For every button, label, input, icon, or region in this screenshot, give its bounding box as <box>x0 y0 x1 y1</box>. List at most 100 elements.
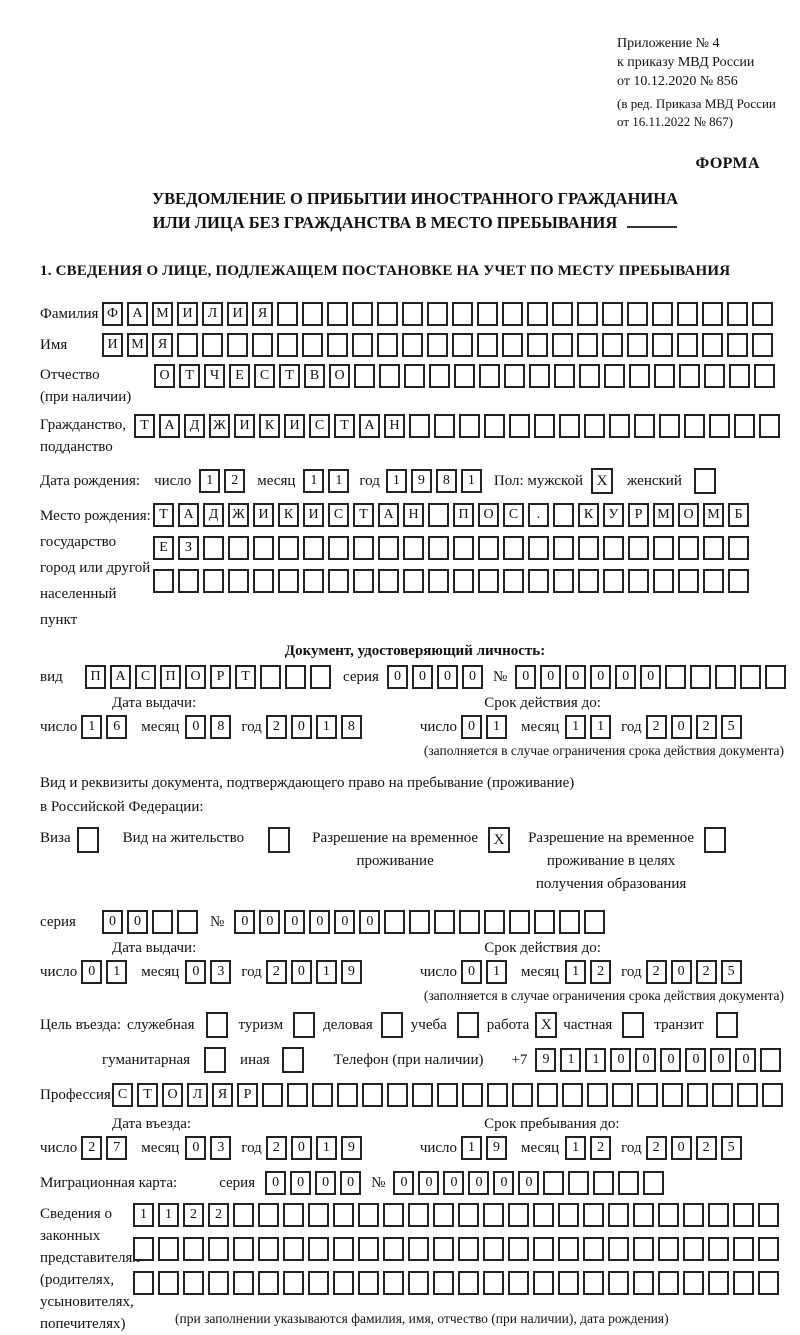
char-cell[interactable]: 1 <box>486 960 508 984</box>
char-cell[interactable] <box>643 1171 665 1195</box>
char-cell[interactable]: 2 <box>590 960 612 984</box>
char-cell[interactable] <box>558 1203 579 1227</box>
purpose-humanitarian-checkbox[interactable] <box>204 1047 227 1073</box>
char-cell[interactable]: 0 <box>670 715 692 739</box>
char-cell[interactable] <box>312 1083 333 1107</box>
char-cell[interactable] <box>262 1083 283 1107</box>
char-cell[interactable] <box>733 1237 754 1261</box>
char-cell[interactable] <box>628 569 649 593</box>
char-cell[interactable]: 0 <box>436 665 458 689</box>
char-cell[interactable]: 1 <box>106 960 128 984</box>
char-cell[interactable] <box>579 364 600 388</box>
char-cell[interactable] <box>703 569 724 593</box>
char-cell[interactable]: 1 <box>590 715 612 739</box>
char-cell[interactable] <box>477 333 498 357</box>
char-cell[interactable]: 0 <box>660 1048 682 1072</box>
char-cell[interactable] <box>568 1171 590 1195</box>
char-cell[interactable] <box>628 536 649 560</box>
char-cell[interactable] <box>133 1237 154 1261</box>
char-cell[interactable]: 0 <box>265 1171 287 1195</box>
char-cell[interactable] <box>527 302 548 326</box>
char-cell[interactable] <box>427 333 448 357</box>
char-cell[interactable]: Ж <box>209 414 230 438</box>
char-cell[interactable] <box>353 536 374 560</box>
char-cell[interactable]: 1 <box>81 715 103 739</box>
char-cell[interactable]: Т <box>179 364 200 388</box>
char-cell[interactable]: А <box>178 503 199 527</box>
char-cell[interactable]: 2 <box>590 1136 612 1160</box>
char-cell[interactable] <box>602 333 623 357</box>
char-cell[interactable] <box>358 1203 379 1227</box>
char-cell[interactable]: Н <box>384 414 405 438</box>
char-cell[interactable]: 0 <box>670 960 692 984</box>
char-cell[interactable] <box>527 333 548 357</box>
char-cell[interactable] <box>512 1083 533 1107</box>
char-cell[interactable] <box>683 1237 704 1261</box>
char-cell[interactable]: 9 <box>486 1136 508 1160</box>
char-cell[interactable] <box>704 364 725 388</box>
char-cell[interactable]: 1 <box>565 715 587 739</box>
char-cell[interactable] <box>508 1237 529 1261</box>
char-cell[interactable] <box>678 536 699 560</box>
char-cell[interactable]: 2 <box>645 1136 667 1160</box>
char-cell[interactable]: 0 <box>515 665 537 689</box>
char-cell[interactable] <box>403 569 424 593</box>
char-cell[interactable]: 2 <box>265 715 287 739</box>
char-cell[interactable] <box>728 536 749 560</box>
char-cell[interactable]: 5 <box>720 1136 742 1160</box>
purpose-study-checkbox[interactable] <box>456 1012 479 1038</box>
char-cell[interactable] <box>683 1271 704 1295</box>
char-cell[interactable] <box>228 569 249 593</box>
char-cell[interactable] <box>454 364 475 388</box>
char-cell[interactable]: 8 <box>435 469 457 493</box>
char-cell[interactable] <box>483 1271 504 1295</box>
char-cell[interactable]: 0 <box>81 960 103 984</box>
char-cell[interactable] <box>584 910 606 934</box>
char-cell[interactable] <box>552 302 573 326</box>
char-cell[interactable] <box>608 1271 629 1295</box>
char-cell[interactable] <box>759 414 780 438</box>
char-cell[interactable]: 1 <box>385 469 407 493</box>
char-cell[interactable]: А <box>378 503 399 527</box>
char-cell[interactable] <box>383 1203 404 1227</box>
char-cell[interactable] <box>737 1083 758 1107</box>
char-cell[interactable]: 0 <box>284 910 306 934</box>
char-cell[interactable]: О <box>162 1083 183 1107</box>
char-cell[interactable]: 1 <box>565 1136 587 1160</box>
char-cell[interactable] <box>604 364 625 388</box>
char-cell[interactable] <box>310 665 331 689</box>
char-cell[interactable]: 6 <box>106 715 128 739</box>
char-cell[interactable]: М <box>152 302 173 326</box>
char-cell[interactable] <box>458 1237 479 1261</box>
char-cell[interactable] <box>333 1271 354 1295</box>
char-cell[interactable] <box>158 1271 179 1295</box>
char-cell[interactable]: 0 <box>185 960 207 984</box>
char-cell[interactable] <box>658 1271 679 1295</box>
char-cell[interactable]: К <box>259 414 280 438</box>
char-cell[interactable] <box>734 414 755 438</box>
char-cell[interactable] <box>679 364 700 388</box>
char-cell[interactable] <box>328 536 349 560</box>
char-cell[interactable] <box>429 364 450 388</box>
char-cell[interactable]: Т <box>134 414 155 438</box>
char-cell[interactable] <box>253 569 274 593</box>
char-cell[interactable] <box>553 503 574 527</box>
char-cell[interactable]: А <box>110 665 131 689</box>
char-cell[interactable] <box>758 1271 779 1295</box>
char-cell[interactable]: 0 <box>340 1171 362 1195</box>
char-cell[interactable] <box>583 1203 604 1227</box>
purpose-business-checkbox[interactable] <box>380 1012 403 1038</box>
char-cell[interactable] <box>708 1203 729 1227</box>
char-cell[interactable]: П <box>453 503 474 527</box>
char-cell[interactable] <box>765 665 787 689</box>
char-cell[interactable]: 0 <box>685 1048 707 1072</box>
char-cell[interactable]: 9 <box>535 1048 557 1072</box>
char-cell[interactable] <box>652 333 673 357</box>
char-cell[interactable]: 0 <box>411 665 433 689</box>
char-cell[interactable] <box>662 1083 683 1107</box>
char-cell[interactable]: 0 <box>259 910 281 934</box>
char-cell[interactable]: 9 <box>410 469 432 493</box>
